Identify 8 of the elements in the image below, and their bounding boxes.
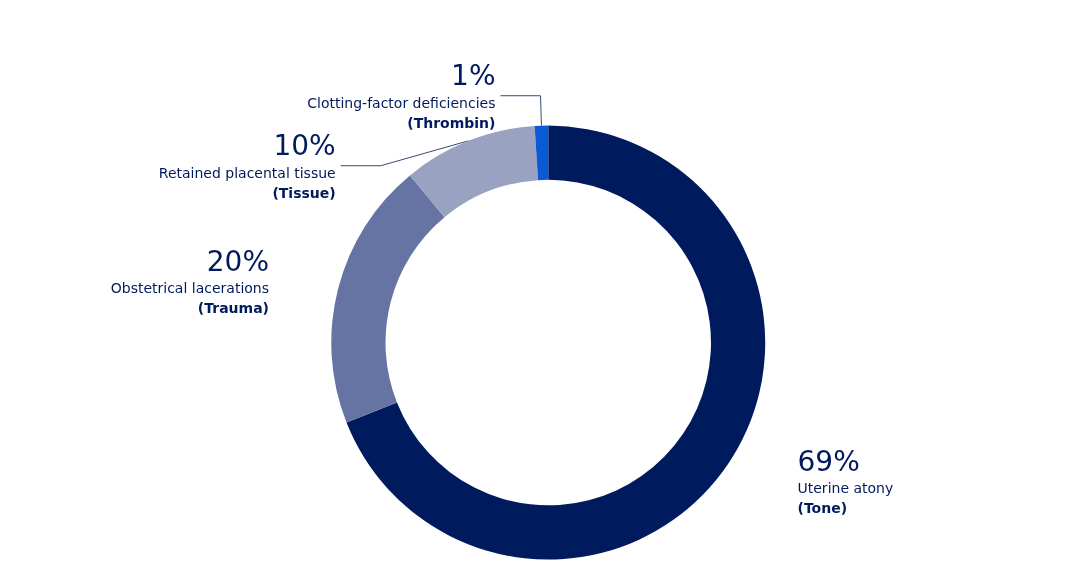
slice-label: Obstetrical lacerations (Trauma): [110, 280, 270, 317]
data-label: 10%: [273, 129, 336, 163]
slice-label: Clotting-factor deficiencies (Thrombin): [307, 94, 496, 131]
data-label: 69%: [797, 444, 860, 478]
data-label: 1%: [451, 59, 496, 93]
slice-label: Retained placental tissue (Tissue): [158, 164, 336, 201]
slice-label: Uterine atony (Tone): [797, 480, 894, 517]
data-label: 20%: [206, 244, 270, 278]
